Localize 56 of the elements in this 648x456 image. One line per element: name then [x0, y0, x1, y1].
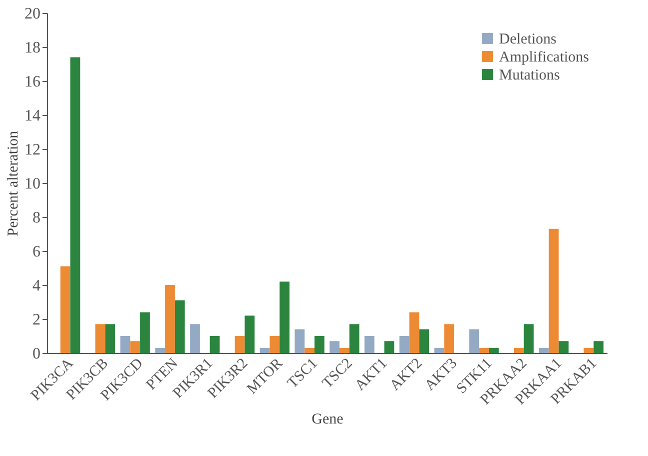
bar	[130, 341, 140, 353]
bar	[280, 282, 290, 353]
x-axis-title: Gene	[312, 411, 344, 428]
bar	[165, 285, 175, 353]
bar	[120, 336, 130, 353]
bar	[434, 348, 444, 353]
y-tick-label: 10	[24, 176, 40, 192]
bar	[419, 329, 430, 353]
bar	[260, 348, 270, 353]
legend-label: Deletions	[499, 32, 557, 48]
y-tick-label: 0	[32, 346, 40, 362]
bar	[210, 336, 220, 353]
bar	[340, 348, 350, 353]
bar	[314, 336, 324, 353]
y-tick-label: 16	[24, 74, 40, 90]
bar	[155, 348, 166, 353]
y-tick-label: 2	[32, 312, 40, 328]
bar	[384, 341, 394, 353]
bar	[70, 57, 80, 353]
bar	[174, 300, 185, 353]
bar	[60, 266, 70, 353]
bar	[514, 348, 524, 353]
bar	[234, 336, 245, 353]
bar	[444, 324, 454, 353]
y-tick-label: 14	[24, 108, 40, 124]
bar	[558, 341, 569, 353]
bar	[594, 341, 604, 353]
bar	[95, 324, 106, 353]
bar	[479, 348, 489, 353]
bar	[330, 341, 340, 353]
bar	[524, 324, 534, 353]
bar	[349, 324, 360, 353]
y-tick-label: 8	[32, 210, 40, 226]
y-tick-label: 6	[32, 244, 40, 260]
y-tick-label: 12	[24, 142, 40, 158]
bar	[538, 348, 549, 353]
bar	[409, 312, 420, 353]
bar	[399, 336, 410, 353]
bar	[270, 336, 280, 353]
y-tick-label: 18	[24, 40, 40, 56]
legend-label: Mutations	[499, 68, 560, 84]
bar	[548, 228, 559, 353]
bar	[190, 324, 200, 353]
legend-label: Amplifications	[499, 50, 590, 66]
bar	[364, 336, 374, 353]
bar	[488, 348, 499, 353]
y-tick-label: 20	[24, 6, 40, 22]
bar	[244, 316, 255, 353]
bar	[584, 348, 594, 353]
bar	[469, 329, 480, 353]
bar	[105, 324, 116, 353]
y-tick-label: 4	[32, 278, 40, 294]
y-axis-title: Percent alteration	[6, 130, 22, 236]
bar	[294, 329, 305, 353]
bar	[140, 312, 150, 353]
bar	[304, 348, 314, 353]
